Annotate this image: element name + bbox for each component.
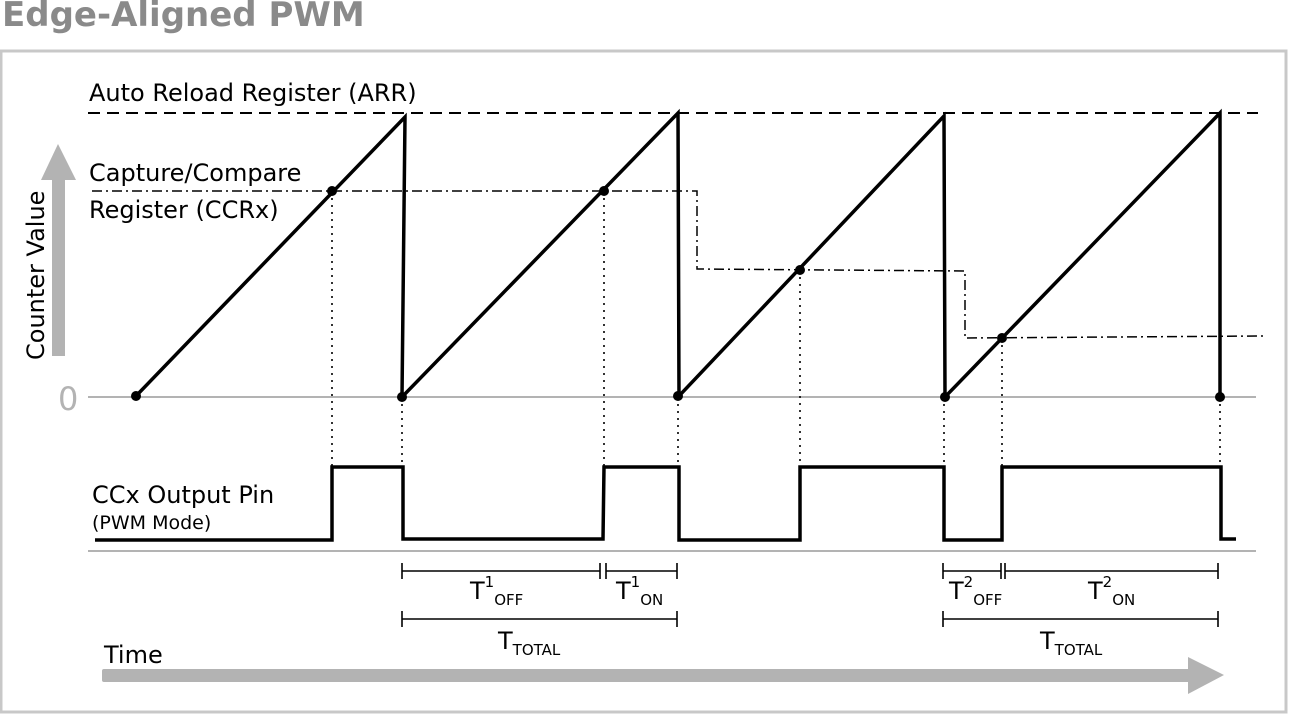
page-title: Edge-Aligned PWM	[2, 0, 365, 35]
output-pin-label: CCx Output Pin	[92, 481, 274, 509]
output-pin-waveform	[95, 465, 1236, 542]
t2-on-label: T2ON	[1087, 573, 1135, 609]
ccr-line	[92, 190, 1265, 339]
timing-guides	[331, 191, 1221, 467]
t-total-label-1: TTOTAL	[497, 627, 561, 659]
arr-label: Auto Reload Register (ARR)	[89, 79, 417, 107]
ccr-label-line1: Capture/Compare	[89, 159, 301, 187]
t-total-label-2: TTOTAL	[1039, 627, 1103, 659]
y-axis-label: Counter Value	[22, 191, 50, 360]
output-mode-label: (PWM Mode)	[92, 512, 211, 534]
interval-brackets	[401, 563, 1219, 627]
time-label: Time	[103, 641, 163, 669]
diagram-frame	[0, 49, 1288, 714]
counter-value-axis-arrow	[41, 144, 76, 356]
event-markers	[131, 186, 1225, 402]
t1-on-label: T1ON	[615, 573, 663, 609]
t1-off-label: T1OFF	[469, 573, 523, 609]
time-axis-arrow	[102, 657, 1224, 694]
zero-label: 0	[58, 380, 78, 418]
ccr-label-line2: Register (CCRx)	[89, 196, 279, 224]
counter-sawtooth	[134, 108, 1222, 402]
t2-off-label: T2OFF	[948, 573, 1002, 609]
